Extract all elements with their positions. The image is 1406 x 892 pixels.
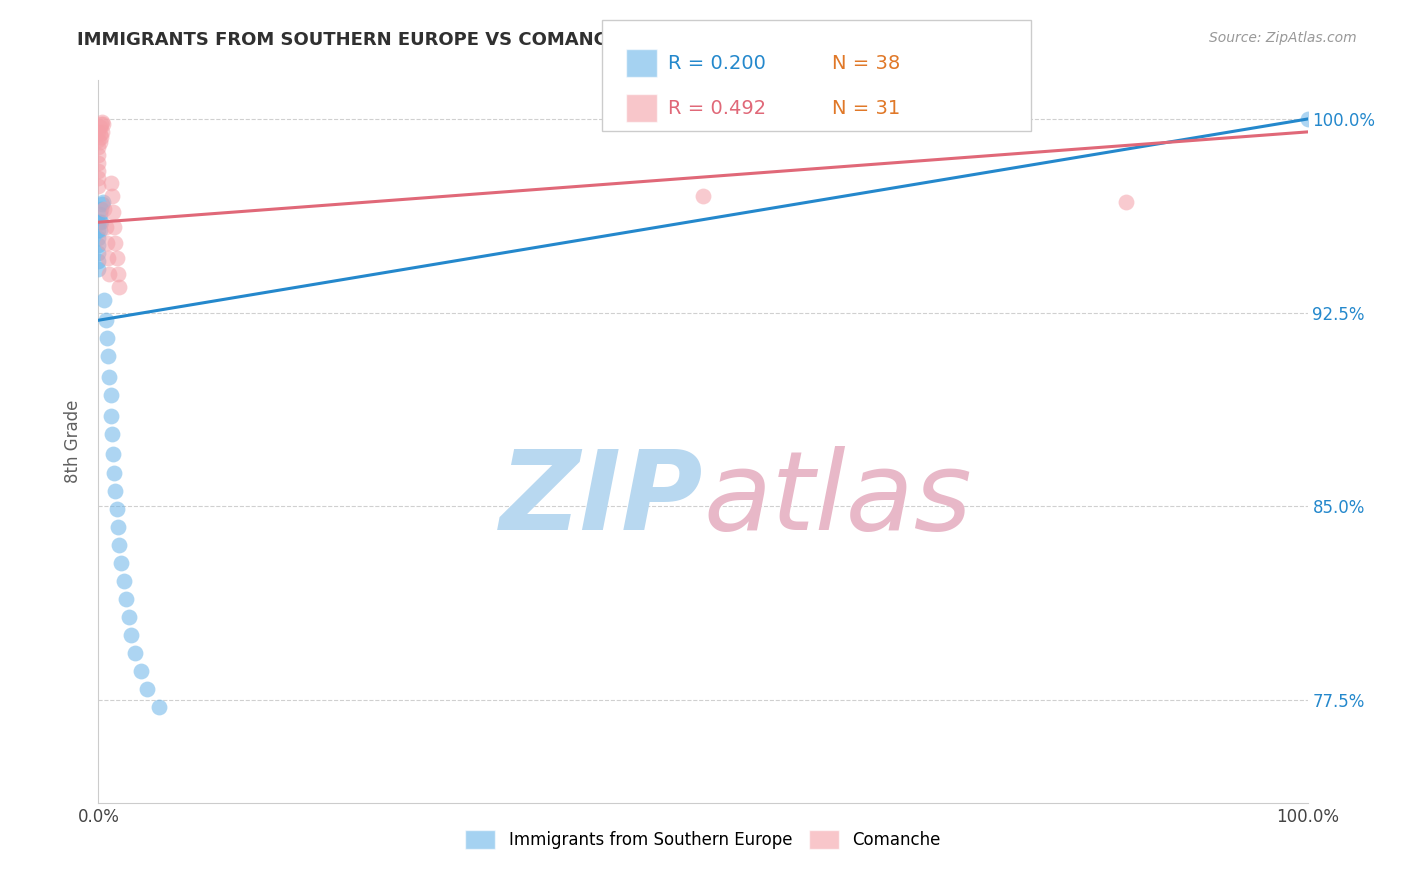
Point — [93, 293, 115, 307]
Point — [91, 114, 114, 128]
Point — [1296, 112, 1319, 126]
Point — [105, 252, 128, 266]
Point — [91, 117, 114, 131]
Point — [87, 140, 110, 154]
Text: R = 0.200: R = 0.200 — [668, 54, 766, 72]
Point — [87, 253, 110, 268]
Point — [87, 246, 110, 260]
Point — [105, 501, 128, 516]
Point — [101, 205, 124, 219]
Point — [135, 682, 157, 697]
Text: atlas: atlas — [703, 446, 972, 553]
Point — [108, 538, 131, 552]
Point — [90, 215, 112, 229]
Point — [87, 215, 110, 229]
Point — [100, 409, 122, 423]
Point — [107, 267, 129, 281]
Point — [93, 202, 115, 217]
Point — [91, 194, 114, 209]
Point — [91, 125, 114, 139]
Point — [87, 230, 110, 244]
Point — [108, 279, 131, 293]
Point — [103, 466, 125, 480]
Point — [94, 220, 117, 235]
Point — [87, 133, 110, 147]
Point — [87, 223, 110, 237]
Point — [104, 483, 127, 498]
Point — [101, 447, 124, 461]
Point — [89, 223, 111, 237]
Point — [89, 128, 111, 142]
Point — [98, 370, 121, 384]
Point — [90, 130, 112, 145]
Point — [148, 700, 170, 714]
Point — [97, 252, 120, 266]
Point — [115, 591, 138, 606]
Point — [97, 350, 120, 364]
Point — [100, 177, 122, 191]
Point — [96, 235, 118, 250]
Y-axis label: 8th Grade: 8th Grade — [65, 400, 83, 483]
Point — [100, 388, 122, 402]
Point — [89, 207, 111, 221]
Point — [87, 148, 110, 162]
Point — [107, 519, 129, 533]
Point — [89, 215, 111, 229]
Point — [91, 197, 114, 211]
Point — [103, 220, 125, 235]
Point — [100, 189, 122, 203]
Text: R = 0.492: R = 0.492 — [668, 99, 766, 118]
Point — [120, 628, 142, 642]
Point — [89, 120, 111, 134]
Point — [112, 574, 135, 588]
Point — [90, 202, 112, 217]
Text: N = 38: N = 38 — [832, 54, 901, 72]
Point — [87, 171, 110, 186]
Text: N = 31: N = 31 — [832, 99, 901, 118]
Point — [124, 646, 146, 660]
Point — [87, 261, 110, 276]
Text: IMMIGRANTS FROM SOUTHERN EUROPE VS COMANCHE 8TH GRADE CORRELATION CHART: IMMIGRANTS FROM SOUTHERN EUROPE VS COMAN… — [77, 31, 979, 49]
Point — [87, 125, 110, 139]
Point — [94, 313, 117, 327]
Point — [90, 117, 112, 131]
Point — [129, 664, 152, 678]
Text: ZIP: ZIP — [499, 446, 703, 553]
Text: Source: ZipAtlas.com: Source: ZipAtlas.com — [1209, 31, 1357, 45]
Legend: Immigrants from Southern Europe, Comanche: Immigrants from Southern Europe, Comanch… — [458, 823, 948, 856]
Point — [110, 556, 132, 570]
Point — [692, 189, 714, 203]
Point — [87, 156, 110, 170]
Point — [87, 179, 110, 194]
Point — [87, 238, 110, 252]
Point — [100, 426, 122, 441]
Point — [104, 235, 127, 250]
Point — [98, 267, 121, 281]
Point — [118, 610, 141, 624]
Point — [96, 331, 118, 345]
Point — [1115, 194, 1137, 209]
Point — [87, 163, 110, 178]
Point — [89, 135, 111, 149]
